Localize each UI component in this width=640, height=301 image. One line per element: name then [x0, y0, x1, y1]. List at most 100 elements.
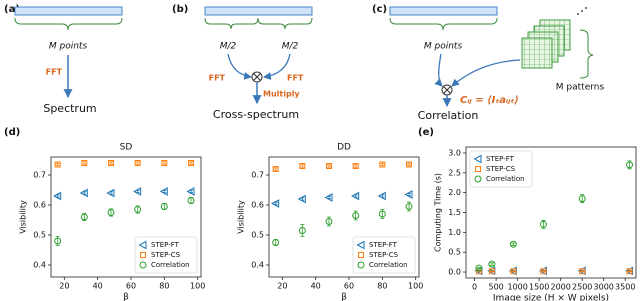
marker [404, 190, 413, 199]
marker [626, 161, 634, 169]
error-bar [135, 161, 140, 165]
error-bar [511, 270, 516, 273]
error-bar [580, 270, 585, 273]
points-label: M points [424, 42, 463, 52]
fft-label: FFT [209, 74, 226, 83]
marker [377, 191, 386, 201]
marker [161, 160, 168, 166]
x-axis-label: Image size (H × W pixels) [493, 294, 609, 301]
panel-label: (c) [372, 4, 387, 15]
error-bar [489, 270, 494, 273]
signal-bar [14, 6, 123, 16]
marker [325, 218, 333, 225]
error-bar [407, 162, 411, 167]
y-tick-label: 0.4 [251, 261, 264, 270]
x-tick-label: 500 [488, 283, 503, 292]
y-tick-label: 0.0 [448, 268, 461, 277]
legend-label: STEP-FT [369, 241, 398, 249]
x-tick-label: 3000 [594, 283, 614, 292]
panel-a: (a) M points FFT Spectrum [4, 4, 123, 115]
y-tick-label: 2.5 [448, 168, 461, 177]
error-bar [380, 162, 385, 167]
y-tick-label: 0.5 [448, 248, 461, 257]
x-tick-label: 100 [190, 282, 205, 291]
brace [389, 17, 498, 31]
marker [159, 187, 168, 196]
marker [54, 161, 61, 168]
marker [406, 161, 412, 168]
y-axis-label: Visibility [237, 200, 246, 234]
error-bar [511, 242, 516, 246]
x-tick-label: 2500 [572, 283, 592, 292]
legend-label: Correlation [486, 175, 525, 183]
error-bar [327, 164, 331, 168]
x-tick-label: 20 [277, 282, 287, 291]
marker [578, 195, 586, 203]
x-tick-label: 40 [93, 282, 103, 291]
marker [188, 160, 194, 166]
x-tick-label: 0 [472, 283, 477, 292]
patterns-label: M patterns [556, 83, 605, 93]
chart-title: SD [120, 143, 133, 153]
multiply-symbol [253, 73, 261, 81]
panel-label: (d) [4, 127, 20, 138]
legend-label: STEP-CS [151, 251, 181, 259]
marker [405, 203, 413, 210]
marker [540, 268, 547, 275]
half-label: M/2 [220, 42, 237, 52]
legend-label: STEP-FT [151, 241, 180, 249]
panel-label: (b) [172, 4, 188, 15]
marker [108, 160, 114, 166]
axes-frame [268, 156, 420, 278]
error-bar [109, 208, 113, 217]
marker [352, 163, 359, 169]
marker [134, 160, 141, 166]
marker [324, 193, 333, 202]
error-bar [489, 262, 494, 266]
error-bar [300, 164, 305, 168]
marker [297, 194, 306, 204]
legend-box [469, 150, 533, 188]
pattern-stack [521, 7, 594, 79]
y-axis-label: Visibility [19, 200, 28, 234]
error-bar [627, 270, 632, 273]
y-tick-label: 2.0 [448, 188, 461, 197]
x-tick-label: 80 [377, 282, 387, 291]
y-tick-label: 0.7 [33, 171, 46, 180]
error-bar [353, 164, 358, 168]
marker [272, 239, 280, 246]
fft-label: FFT [46, 68, 63, 77]
marker [488, 260, 496, 268]
y-tick-label: 0.5 [33, 231, 46, 240]
error-bar [55, 162, 60, 167]
legend-marker [358, 252, 364, 258]
error-bar [109, 161, 113, 165]
marker [378, 210, 386, 218]
y-tick-label: 0.7 [251, 171, 264, 180]
y-axis-label: Computing Time (s) [434, 173, 443, 252]
legend-label: STEP-FT [486, 155, 515, 163]
x-tick-label: 40 [311, 282, 321, 291]
legend-box [134, 236, 198, 274]
y-tick-label: 0.5 [251, 231, 264, 240]
marker [579, 268, 586, 275]
x-tick-label: 1500 [529, 283, 549, 292]
marker [298, 227, 306, 234]
x-tick-label: 60 [344, 282, 354, 291]
axes-frame [50, 156, 202, 278]
brace [14, 17, 123, 31]
marker [81, 160, 88, 166]
marker [352, 212, 360, 219]
panel-c: (c) M points M patterns Cᵢⱼ = ⟨Iₜaᵢⱼₜ⟩ C… [372, 4, 604, 122]
arrow [434, 53, 443, 87]
x-tick-label: 80 [159, 282, 169, 291]
marker [379, 161, 386, 168]
x-tick-label: 2000 [551, 283, 571, 292]
marker [488, 268, 495, 275]
marker [80, 213, 88, 221]
chart-title: DD [337, 143, 351, 153]
half-label: M/2 [282, 42, 299, 52]
marker [510, 268, 517, 275]
y-tick-label: 1.5 [448, 208, 461, 217]
